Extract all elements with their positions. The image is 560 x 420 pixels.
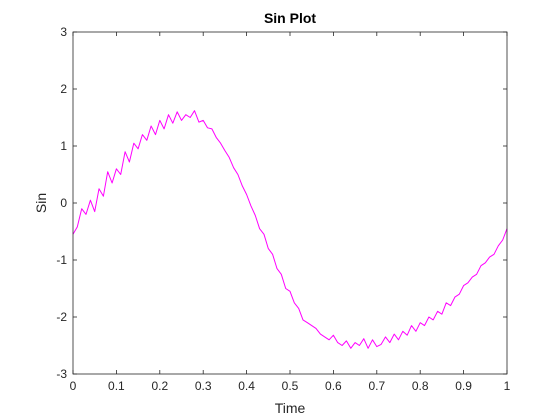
y-tick-label: -2 — [56, 310, 67, 324]
x-tick-label: 0.5 — [282, 379, 299, 393]
x-tick-label: 0.9 — [455, 379, 472, 393]
x-tick-label: 0.1 — [108, 379, 125, 393]
y-tick-label: 3 — [60, 25, 67, 39]
x-tick-label: 0.8 — [412, 379, 429, 393]
y-axis-label: Sin — [33, 193, 49, 213]
y-tick-label: -1 — [56, 253, 67, 267]
x-axis-label: Time — [275, 400, 306, 416]
y-tick-label: 1 — [60, 139, 67, 153]
y-tick-label: -3 — [56, 367, 67, 381]
chart-title: Sin Plot — [264, 10, 316, 26]
y-tick-label: 2 — [60, 82, 67, 96]
plot-area — [73, 32, 507, 374]
x-tick-label: 1 — [504, 379, 511, 393]
y-tick-label: 0 — [60, 196, 67, 210]
x-tick-label: 0.2 — [151, 379, 168, 393]
x-tick-label: 0.3 — [195, 379, 212, 393]
x-tick-label: 0 — [70, 379, 77, 393]
x-tick-label: 0.6 — [325, 379, 342, 393]
x-tick-label: 0.4 — [238, 379, 255, 393]
x-tick-label: 0.7 — [368, 379, 385, 393]
